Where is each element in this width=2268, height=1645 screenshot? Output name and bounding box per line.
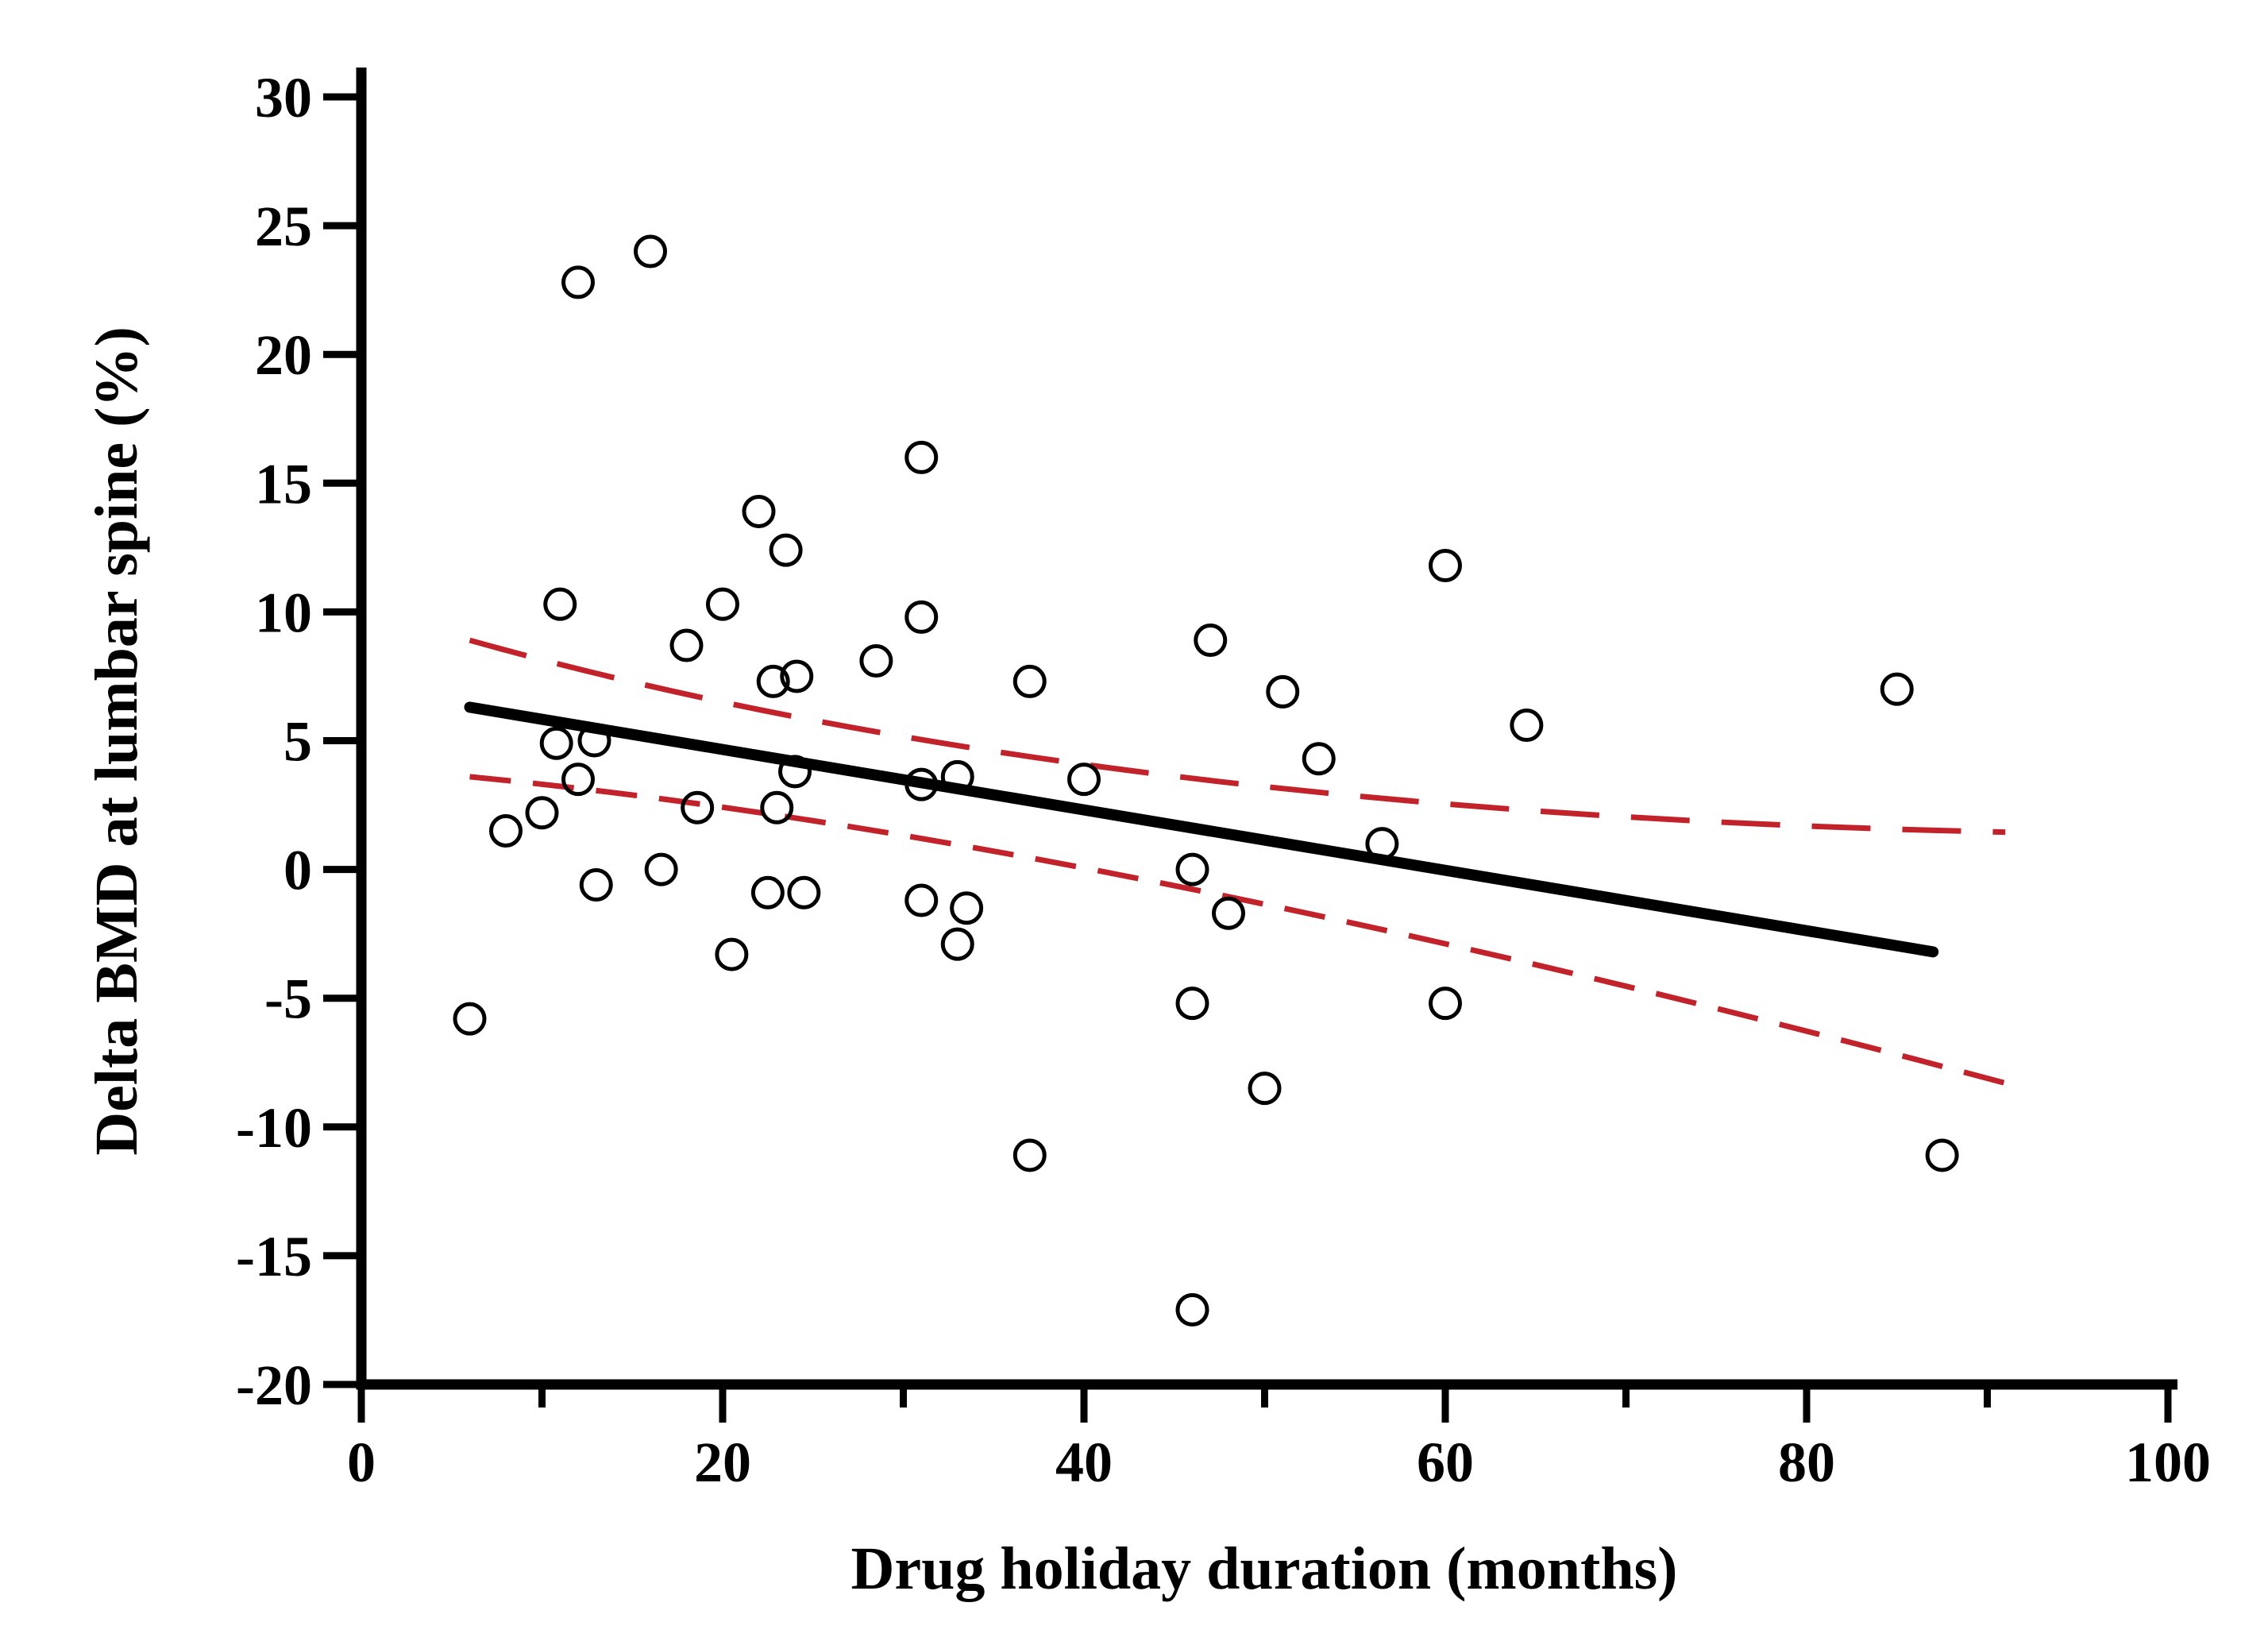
- data-point: [787, 875, 821, 909]
- regression-fit-line: [464, 701, 1939, 958]
- y-tick-label: -10: [236, 1096, 312, 1160]
- y-tick-label: 10: [255, 581, 312, 644]
- regression-line: [464, 701, 1939, 958]
- x-tick-label: 0: [347, 1431, 376, 1494]
- data-point: [715, 937, 749, 971]
- data-point: [1175, 987, 1209, 1021]
- data-point: [904, 767, 939, 801]
- y-tick-label: -15: [236, 1225, 312, 1288]
- x-tick-label: 100: [2125, 1431, 2211, 1494]
- data-point: [579, 868, 613, 902]
- x-tick-labels: 0 20 40 60 80 100: [347, 1431, 2211, 1494]
- data-point: [940, 759, 974, 794]
- axes: [323, 68, 2177, 1423]
- data-point: [634, 234, 667, 268]
- y-tick-label: 25: [255, 195, 312, 258]
- data-point: [669, 628, 704, 662]
- data-point: [1510, 709, 1544, 743]
- data-point: [561, 763, 595, 797]
- upper-confidence-limit-line: [469, 637, 2006, 836]
- data-point: [1194, 624, 1228, 658]
- data-point: [453, 1002, 487, 1036]
- data-point: [760, 790, 794, 824]
- y-tick-label: 20: [255, 323, 312, 387]
- y-tick-label: -5: [264, 967, 312, 1031]
- data-point: [577, 724, 611, 758]
- data-point: [543, 587, 577, 621]
- data-points: [453, 234, 1959, 1326]
- data-point: [1365, 827, 1399, 861]
- data-point: [1012, 664, 1047, 698]
- data-point: [1429, 549, 1462, 583]
- x-axis-title: Drug holiday duration (months): [851, 1535, 1678, 1602]
- data-point: [561, 265, 595, 299]
- x-tick-label: 80: [1778, 1431, 1835, 1494]
- data-point: [1248, 1072, 1282, 1106]
- data-point: [1012, 1138, 1047, 1172]
- data-point: [644, 852, 678, 886]
- data-point: [769, 533, 803, 567]
- data-point: [1880, 672, 1914, 706]
- data-point: [706, 587, 739, 621]
- data-point: [1175, 852, 1209, 886]
- data-point: [742, 494, 776, 528]
- x-tick-label: 60: [1417, 1431, 1474, 1494]
- data-point: [950, 891, 984, 925]
- data-point: [859, 643, 893, 678]
- data-point: [1429, 987, 1462, 1021]
- data-point: [539, 726, 573, 760]
- data-point: [756, 664, 790, 698]
- y-tick-labels: 30 25 20 15 10 5 0 -5 -10 -15 -20: [236, 66, 312, 1417]
- y-tick-label: 5: [284, 710, 312, 774]
- data-point: [778, 755, 812, 789]
- data-point: [1067, 763, 1101, 797]
- y-tick-label: -20: [236, 1353, 312, 1417]
- data-point: [904, 883, 939, 917]
- data-point: [1302, 742, 1336, 776]
- data-point: [1212, 896, 1245, 930]
- y-tick-label: 30: [255, 66, 312, 129]
- data-point: [904, 440, 939, 474]
- y-axis-title: Delta BMD at lumbar spine (%): [83, 326, 150, 1156]
- y-tick-label: 15: [255, 452, 312, 516]
- data-point: [780, 659, 814, 693]
- data-point: [940, 927, 974, 961]
- data-point: [489, 813, 523, 848]
- lower-confidence-limit-line: [469, 774, 2007, 1087]
- confidence-band: [469, 637, 2007, 1087]
- data-point: [525, 796, 559, 830]
- data-point: [1175, 1292, 1209, 1326]
- x-tick-label: 20: [694, 1431, 751, 1494]
- data-point: [750, 875, 785, 909]
- x-tick-label: 40: [1055, 1431, 1113, 1494]
- data-point: [904, 600, 939, 634]
- data-point: [1925, 1138, 1959, 1172]
- data-point: [1266, 674, 1300, 709]
- y-tick-label: 0: [284, 839, 312, 902]
- data-point: [681, 790, 715, 824]
